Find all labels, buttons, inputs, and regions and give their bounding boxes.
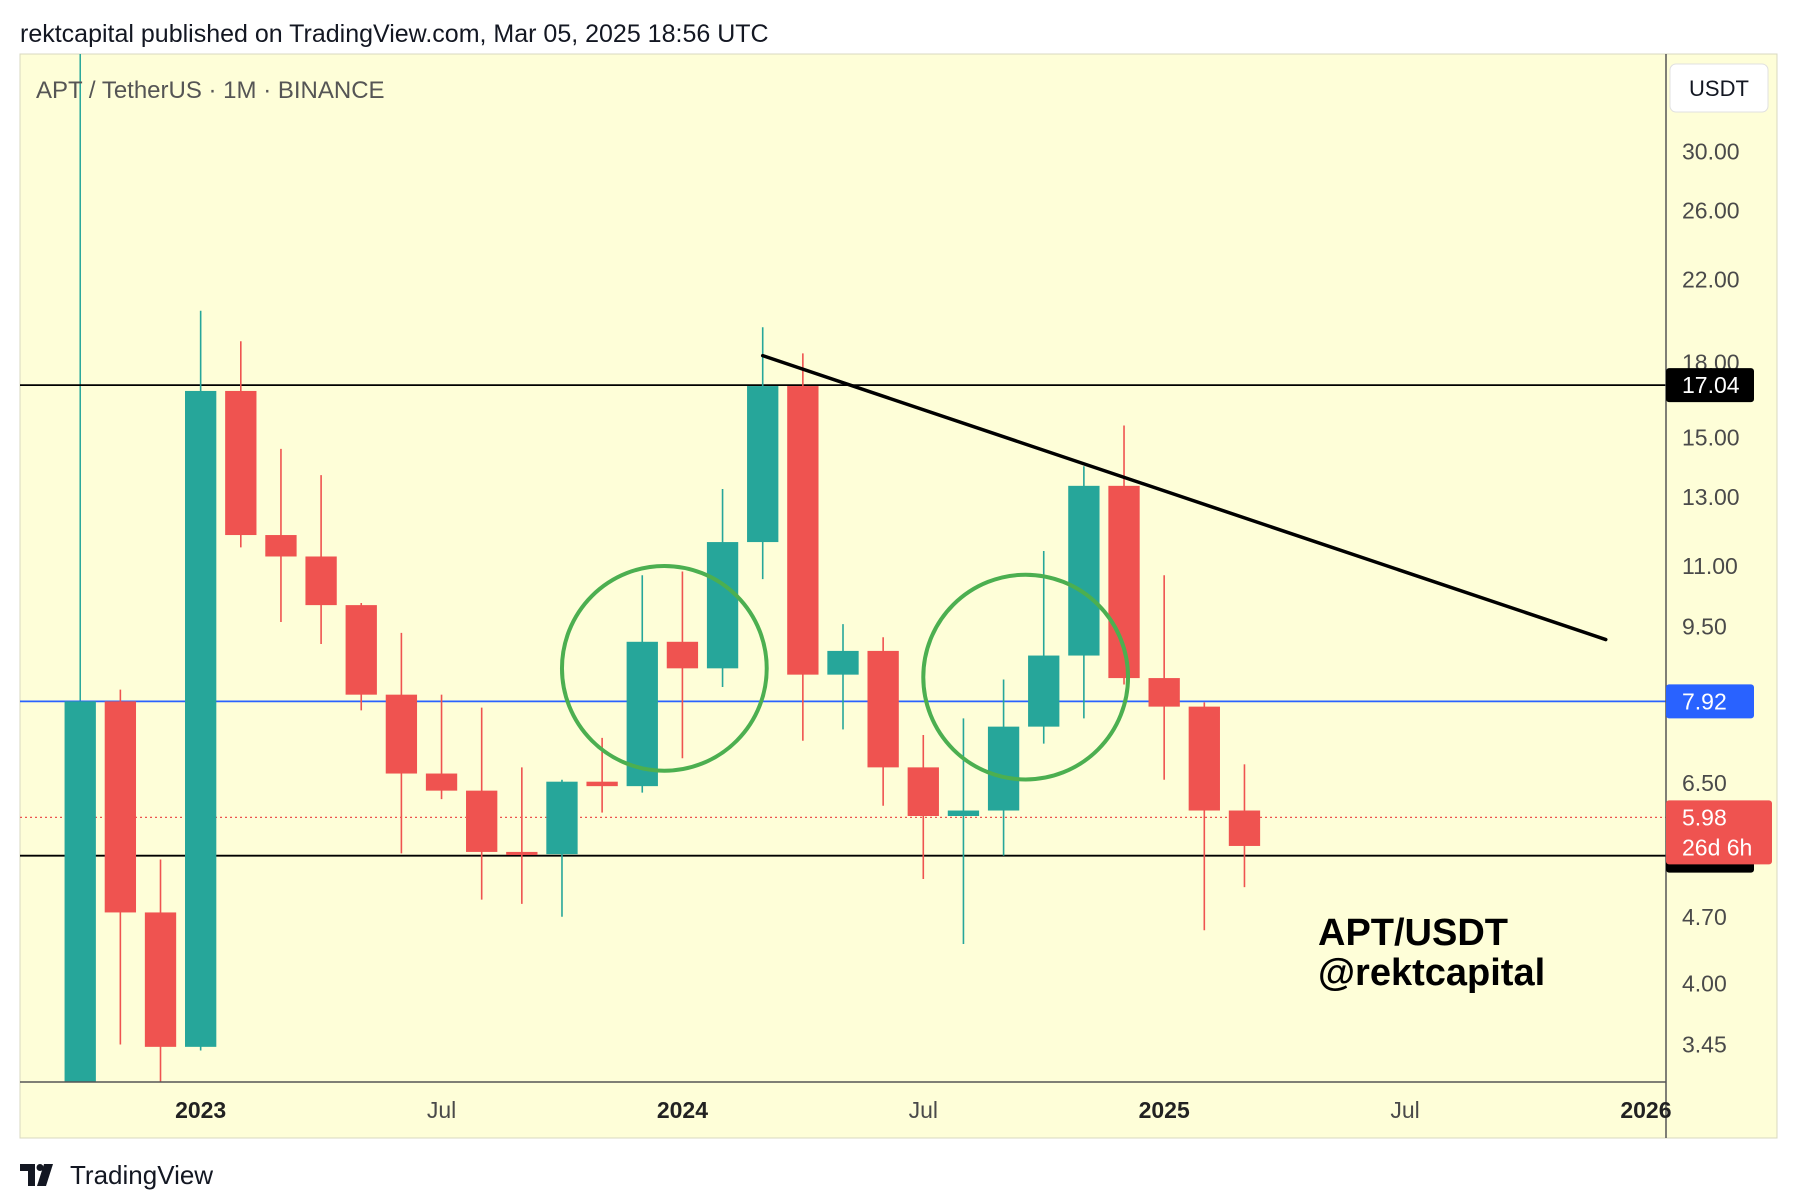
last-price-label: 5.98 [1682,804,1727,830]
tradingview-logo-icon [20,1164,53,1186]
candle-body [546,781,578,855]
currency-label: USDT [1689,76,1749,101]
level-price-label: 7.92 [1682,688,1727,714]
candle-body [345,605,377,695]
candle-body [225,390,257,536]
candle-body [185,390,217,1047]
candle-body [104,701,137,913]
resistance-trendline [760,353,1608,642]
candle-body [827,650,859,675]
candle-body [867,650,899,768]
candle-body [1188,706,1220,811]
candle-body [385,694,418,774]
price-tick-label: 26.00 [1682,198,1740,224]
candle-body [787,386,819,675]
candle-body [64,701,96,1082]
publish-header: rektcapital published on TradingView.com… [20,20,769,48]
watermark-author: @rektcapital [1318,952,1545,994]
time-tick-label: 2026 [1620,1097,1671,1123]
price-tick-label: 22.00 [1682,267,1740,293]
highlight-circle [921,572,1131,782]
level-price-badge [1666,684,1754,719]
candle-body [987,726,1020,811]
candle-body [265,535,297,557]
candle-body [1228,810,1261,846]
price-tick-label: 6.50 [1682,770,1727,796]
price-tick-label: 11.00 [1682,553,1738,579]
candle-body [425,773,458,791]
highlight-circle [559,563,769,773]
candle-body [586,781,618,787]
symbol-title: APT / TetherUS · 1M · BINANCE [36,77,385,104]
candle-body [1148,678,1180,707]
price-tick-label: 15.00 [1682,425,1740,451]
tradingview-brand[interactable]: TradingView [20,1158,213,1192]
time-tick-label: Jul [909,1097,938,1123]
candle-body [666,641,699,669]
candle-body [706,542,739,669]
countdown-label: 26d 6h [1682,834,1752,860]
candle-body [747,386,779,543]
watermark-pair: APT/USDT [1318,912,1508,954]
level-price-label: 17.04 [1682,372,1740,398]
price-tick-label: 9.50 [1682,613,1727,639]
price-tick-label: 3.45 [1682,1031,1727,1057]
price-tick-label: 30.00 [1682,139,1740,165]
level-price-badge [1666,368,1754,403]
time-tick-label: Jul [427,1097,456,1123]
time-tick-label: 2024 [657,1097,708,1123]
candle-body [144,912,177,1047]
candle-body [305,556,337,606]
candle-body [466,790,498,852]
price-tick-label: 13.00 [1682,484,1740,510]
candle-body [1068,485,1100,656]
time-tick-label: 2023 [175,1097,226,1123]
candle-body [907,767,939,816]
candle-body [506,851,538,855]
candle-body [947,810,980,816]
last-price-badge [1666,800,1772,865]
price-tick-label: 4.00 [1682,970,1727,996]
tradingview-label: TradingView [70,1159,214,1190]
currency-button[interactable]: USDT [1669,63,1769,113]
time-tick-label: Jul [1390,1097,1419,1123]
candle-body [626,641,658,787]
candle-body [1028,655,1060,727]
price-tick-label: 4.70 [1682,904,1727,930]
time-tick-label: 2025 [1139,1097,1190,1123]
